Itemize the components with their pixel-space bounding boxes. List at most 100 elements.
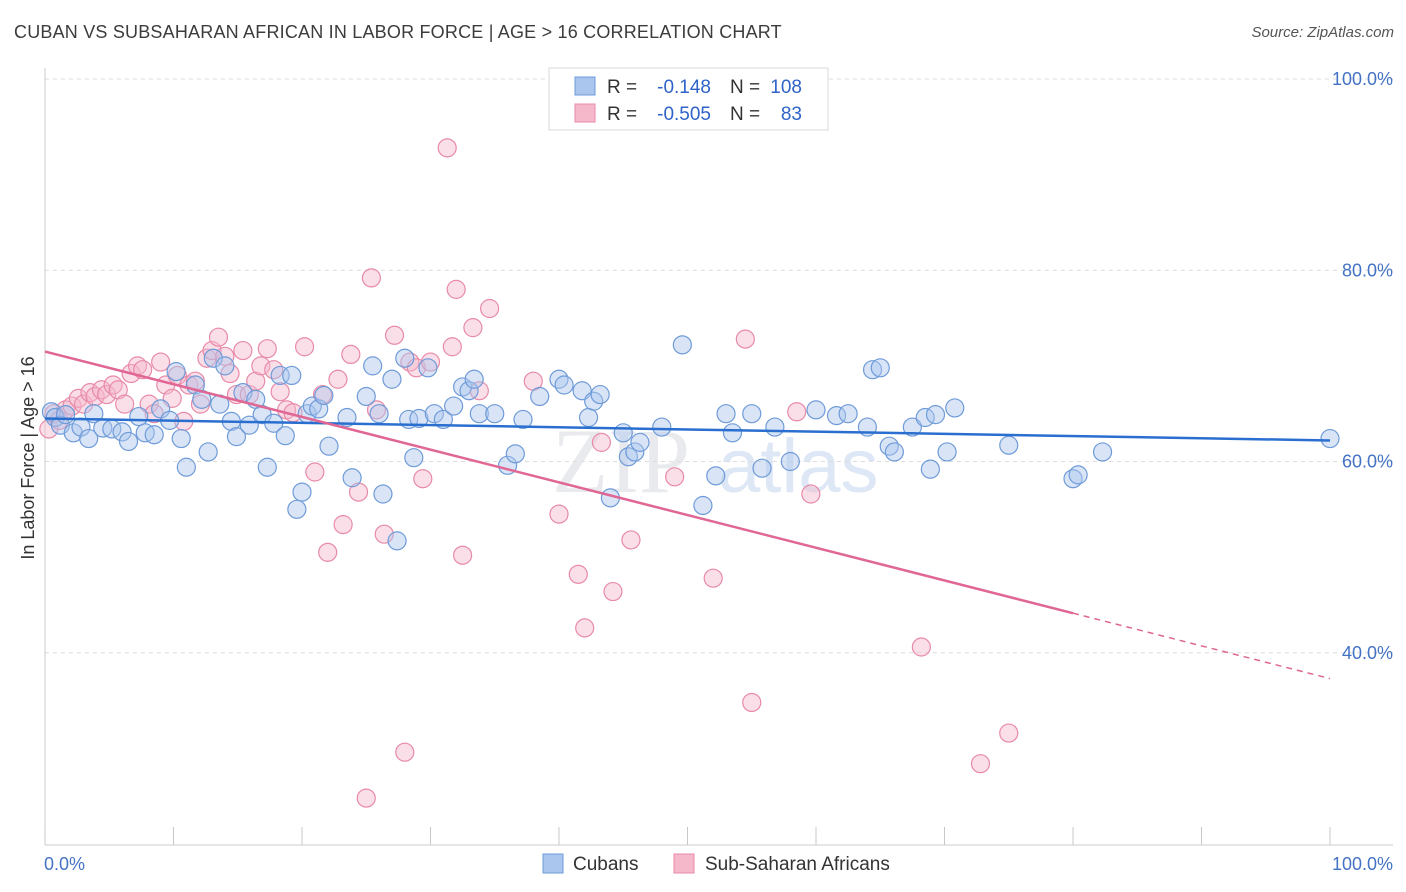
cubans-point-45 bbox=[342, 468, 362, 488]
ssa-point-42 bbox=[294, 337, 315, 357]
cubans-point-22 bbox=[198, 442, 218, 462]
y-tick-label-40: 40.0% bbox=[1342, 643, 1393, 663]
cubans-point-78 bbox=[625, 442, 645, 462]
ssa-point-60 bbox=[437, 138, 457, 158]
cubans-point-48 bbox=[369, 404, 389, 424]
ssa-point-71 bbox=[591, 432, 612, 452]
cubans-point-3 bbox=[55, 405, 76, 425]
cubans-point-82 bbox=[693, 495, 713, 516]
ssa-point-61 bbox=[442, 337, 462, 357]
cubans-point-43 bbox=[319, 436, 339, 456]
legend-n-label-ssa: N = bbox=[730, 104, 760, 125]
ssa-point-47 bbox=[333, 515, 353, 535]
legend-swatch-cubans bbox=[574, 76, 596, 96]
cubans-point-35 bbox=[275, 426, 295, 446]
cubans-point-61 bbox=[459, 381, 479, 401]
series-legend: Cubans Sub-Saharan Africans bbox=[542, 853, 890, 875]
bottom-legend-swatch-ssa bbox=[673, 853, 695, 874]
cubans-point-90 bbox=[806, 400, 826, 420]
trend-lines bbox=[44, 350, 1331, 680]
cubans-point-104 bbox=[999, 435, 1019, 455]
cubans-point-54 bbox=[404, 448, 424, 468]
cubans-point-52 bbox=[395, 348, 415, 368]
legend-swatch-ssa bbox=[574, 103, 596, 123]
ssa-point-12 bbox=[108, 380, 128, 400]
cubans-point-67 bbox=[513, 409, 533, 430]
series-cubans-points bbox=[41, 335, 1340, 551]
ssa-point-13 bbox=[115, 394, 135, 414]
bottom-legend-swatch-cubans bbox=[542, 853, 564, 874]
cubans-point-18 bbox=[171, 428, 191, 449]
ssa-point-36 bbox=[251, 356, 271, 376]
cubans-point-68 bbox=[530, 386, 550, 407]
cubans-point-32 bbox=[257, 457, 277, 477]
cubans-point-105 bbox=[1063, 469, 1083, 489]
cubans-point-106 bbox=[1068, 465, 1088, 485]
cubans-point-92 bbox=[838, 404, 858, 424]
legend-r-value-ssa: -0.505 bbox=[657, 104, 711, 125]
cubans-point-10 bbox=[112, 422, 132, 442]
cubans-point-58 bbox=[433, 409, 453, 430]
ssa-point-54 bbox=[384, 325, 405, 345]
cubans-point-44 bbox=[337, 407, 357, 428]
cubans-point-107 bbox=[1092, 442, 1113, 462]
cubans-point-85 bbox=[722, 423, 743, 443]
ssa-point-77 bbox=[742, 692, 762, 713]
cubans-point-108 bbox=[1320, 428, 1340, 449]
ssa-point-7 bbox=[80, 383, 100, 403]
cubans-point-95 bbox=[870, 358, 890, 378]
ssa-point-17 bbox=[139, 394, 159, 414]
ssa-point-39 bbox=[270, 382, 290, 402]
cubans-point-14 bbox=[144, 425, 164, 445]
cubans-point-19 bbox=[176, 457, 196, 477]
cubans-point-36 bbox=[282, 365, 302, 386]
x-tick-label-max: 100.0% bbox=[1332, 854, 1393, 874]
ssa-point-64 bbox=[463, 318, 483, 338]
ssa-point-66 bbox=[480, 298, 500, 319]
cubans-point-80 bbox=[652, 417, 672, 437]
cubans-point-6 bbox=[79, 428, 99, 449]
cubans-point-37 bbox=[287, 499, 307, 519]
ssa-point-74 bbox=[665, 467, 685, 487]
cubans-point-97 bbox=[884, 442, 904, 462]
ssa-point-10 bbox=[97, 384, 117, 405]
ssa-point-43 bbox=[305, 462, 325, 482]
cubans-point-84 bbox=[716, 404, 736, 424]
cubans-point-11 bbox=[118, 431, 139, 452]
ssa-point-49 bbox=[348, 482, 369, 502]
legend-r-label-cubans: R = bbox=[607, 77, 637, 98]
cubans-point-102 bbox=[937, 442, 957, 462]
cubans-point-64 bbox=[485, 404, 505, 424]
ssa-point-73 bbox=[621, 530, 641, 550]
ssa-point-80 bbox=[911, 637, 931, 657]
x-tick-label-min: 0.0% bbox=[44, 854, 85, 874]
cubans-point-81 bbox=[672, 335, 692, 355]
ssa-point-19 bbox=[151, 352, 171, 372]
cubans-point-12 bbox=[129, 406, 149, 427]
ssa-point-72 bbox=[603, 581, 623, 602]
cubans-point-63 bbox=[469, 404, 489, 424]
cubans-point-74 bbox=[590, 384, 610, 405]
ssa-point-70 bbox=[575, 618, 595, 638]
cubans-point-66 bbox=[505, 444, 525, 464]
ssa-trend-line bbox=[44, 350, 1074, 615]
cubans-point-98 bbox=[902, 417, 922, 437]
ssa-point-75 bbox=[703, 568, 723, 588]
ssa-point-55 bbox=[395, 742, 415, 762]
cubans-point-103 bbox=[945, 398, 965, 418]
legend-n-value-cubans: 108 bbox=[770, 77, 802, 98]
cubans-point-72 bbox=[578, 407, 599, 428]
cubans-point-76 bbox=[613, 423, 633, 443]
cubans-point-38 bbox=[292, 482, 312, 502]
ssa-point-63 bbox=[453, 545, 473, 565]
cubans-point-100 bbox=[920, 459, 940, 479]
cubans-point-83 bbox=[706, 466, 726, 486]
cubans-point-69 bbox=[549, 369, 569, 389]
cubans-point-88 bbox=[765, 417, 785, 437]
cubans-point-27 bbox=[226, 427, 247, 447]
cubans-point-42 bbox=[314, 385, 334, 406]
cubans-point-46 bbox=[356, 386, 376, 407]
ssa-point-68 bbox=[549, 504, 569, 524]
legend-r-label-ssa: R = bbox=[607, 104, 637, 125]
cubans-point-50 bbox=[382, 369, 402, 389]
